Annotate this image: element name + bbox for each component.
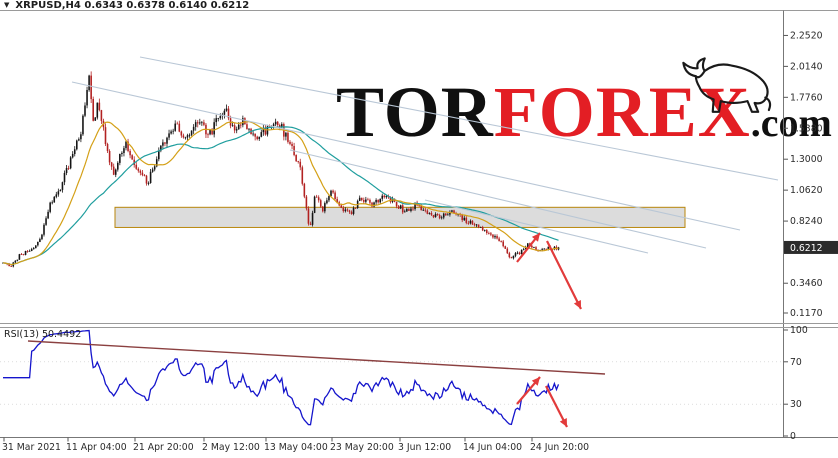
watermark-tor: TOR: [336, 72, 494, 152]
chart-title: ▼ XRPUSD,H4 0.6343 0.6378 0.6140 0.6212: [4, 0, 250, 11]
axes-frame: [0, 10, 838, 438]
ma-slow-line: [2, 126, 559, 266]
current-price-box: [784, 240, 838, 254]
torforex-watermark: TORFOREX.com: [336, 57, 832, 148]
bull-logo-icon: [682, 57, 772, 113]
ma-fast-line: [2, 120, 559, 266]
time-axis[interactable]: 31 Mar 2021 11 Apr 04:00 21 Apr 20:00 2 May…: [2, 437, 589, 454]
svg-text:14 Jun 04:00: 14 Jun 04:00: [463, 442, 522, 453]
current-price-value: 0.6212: [790, 243, 823, 254]
svg-text:70: 70: [790, 357, 802, 368]
candles: [2, 71, 560, 268]
svg-text:3 Jun 12:00: 3 Jun 12:00: [398, 442, 451, 453]
svg-text:31 Mar 2021: 31 Mar 2021: [2, 442, 61, 453]
svg-text:2.2520: 2.2520: [790, 30, 823, 41]
svg-text:11 Apr 04:00: 11 Apr 04:00: [66, 442, 127, 453]
svg-text:30: 30: [790, 399, 802, 410]
watermark-forex: FOREX: [493, 72, 751, 152]
svg-text:0: 0: [790, 431, 796, 442]
svg-text:1.7760: 1.7760: [790, 92, 823, 103]
support-zone: [114, 206, 686, 228]
price-axis[interactable]: 2.2520 2.0140 1.7760 1.5380 1.3000 1.0620 0.82…: [783, 30, 838, 442]
svg-text:2.0140: 2.0140: [790, 61, 823, 72]
svg-text:100: 100: [790, 325, 808, 336]
svg-text:23 May 20:00: 23 May 20:00: [330, 442, 394, 453]
forecast-arrows: [516, 232, 582, 428]
svg-text:21 Apr 20:00: 21 Apr 20:00: [133, 442, 194, 453]
svg-text:1.3000: 1.3000: [790, 154, 823, 165]
svg-text:1.0620: 1.0620: [790, 185, 823, 196]
symbol-ohlc-text: XRPUSD,H4 0.6343 0.6378 0.6140 0.6212: [15, 0, 250, 11]
collapse-triangle-icon[interactable]: ▼: [4, 0, 10, 9]
svg-text:1.5380: 1.5380: [790, 123, 823, 134]
svg-text:0.3460: 0.3460: [790, 278, 823, 289]
svg-text:0.1170: 0.1170: [790, 308, 823, 319]
svg-text:13 May 04:00: 13 May 04:00: [264, 442, 328, 453]
svg-text:24 Jun 20:00: 24 Jun 20:00: [530, 442, 589, 453]
rsi-panel-graphics: [0, 329, 783, 426]
watermark-com: .com: [750, 100, 832, 145]
channel-trendlines: [71, 56, 779, 254]
svg-text:0.8240: 0.8240: [790, 216, 823, 227]
rsi-indicator-label: RSI(13) 50.4492: [4, 329, 82, 340]
svg-text:2 May 12:00: 2 May 12:00: [202, 442, 260, 453]
